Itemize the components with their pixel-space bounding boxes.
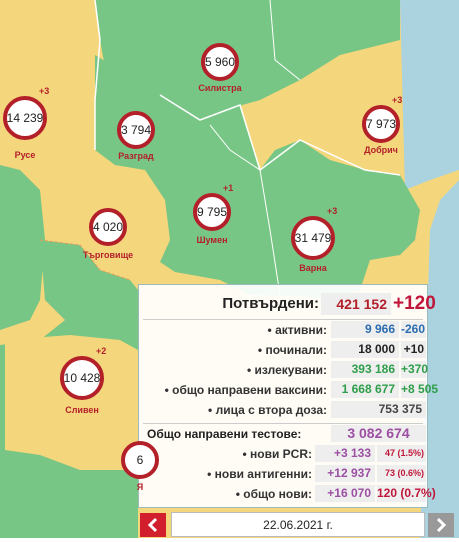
stat-change: +370: [401, 361, 429, 378]
marker: 7 973: [362, 105, 400, 143]
marker-label: Шумен: [196, 235, 228, 245]
marker: 9 795: [193, 193, 231, 231]
stats-panel: Потвърдени: 421 152 +120 • активни: 9 966…: [138, 284, 439, 508]
marker-label: Я: [136, 482, 144, 492]
test-row: • общо нови: +16 070 120 (0.7%): [139, 485, 436, 503]
marker: 5 960: [201, 43, 239, 81]
marker: 14 239: [3, 96, 47, 140]
stat-change: +10: [401, 341, 426, 358]
test-share: 47 (1.5%): [377, 445, 426, 462]
marker-label: Русе: [14, 150, 36, 160]
next-icon: [436, 517, 447, 533]
test-value: +3 133: [315, 445, 375, 462]
marker-label: Търговище: [82, 250, 134, 260]
test-label: • нови антигенни:: [207, 467, 312, 481]
test-value: +12 937: [315, 465, 375, 482]
stat-value: 18 000: [331, 341, 399, 358]
marker: 4 020: [89, 208, 127, 246]
confirmed-value: 421 152: [321, 293, 391, 315]
next-button[interactable]: [428, 513, 454, 537]
marker-label: Сливен: [65, 405, 99, 415]
marker-label: Разград: [118, 151, 154, 161]
marker: 31 479: [291, 216, 335, 260]
tests-label: Общо направени тестове:: [147, 427, 302, 441]
stat-row: • лица с втора доза: 753 375: [139, 401, 427, 419]
stat-value: 9 966: [331, 321, 399, 338]
tests-row: Общо направени тестове: 3 082 674: [139, 425, 427, 443]
test-value: +16 070: [315, 485, 375, 502]
confirmed-change: +120: [393, 293, 436, 314]
marker-change: +3: [39, 86, 50, 96]
test-share: 120 (0.7%): [377, 485, 436, 502]
marker-change: +1: [223, 183, 234, 193]
date-field[interactable]: 22.06.2021 г.: [171, 512, 425, 537]
test-label: • нови PCR:: [242, 447, 312, 461]
stat-label: • лица с втора доза:: [208, 403, 327, 417]
stat-label: • общо направени ваксини:: [164, 383, 327, 397]
stat-label: • активни:: [267, 323, 327, 337]
marker-change: +3: [392, 95, 403, 105]
marker-change: +2: [96, 346, 107, 356]
stat-value: 753 375: [331, 401, 426, 418]
prev-button[interactable]: [140, 513, 166, 537]
prev-icon: [147, 517, 158, 533]
stat-value: 1 668 677: [331, 381, 399, 398]
separator: [143, 319, 423, 320]
stat-row: • активни: 9 966 -260: [139, 321, 427, 339]
marker-label: Силистра: [198, 83, 242, 93]
tests-value: 3 082 674: [331, 425, 426, 442]
test-row: • нови PCR: +3 133 47 (1.5%): [139, 445, 427, 463]
marker: 10 428: [60, 356, 104, 400]
test-share: 73 (0.6%): [377, 465, 426, 482]
marker-label: Варна: [299, 263, 327, 273]
marker: 6: [121, 441, 159, 479]
separator: [143, 423, 423, 424]
stat-label: • починали:: [257, 343, 327, 357]
confirmed-label: Потвърдени:: [222, 295, 319, 312]
confirmed-row: Потвърдени: 421 152 +120: [139, 293, 436, 315]
stat-change: -260: [401, 321, 426, 338]
test-label: • общо нови:: [235, 487, 312, 501]
stat-row: • починали: 18 000 +10: [139, 341, 427, 359]
marker: 3 794: [117, 111, 155, 149]
stat-row: • общо направени ваксини: 1 668 677 +8 505: [139, 381, 439, 399]
marker-change: +3: [327, 206, 338, 216]
marker-label: Добрич: [364, 145, 398, 155]
stat-row: • излекувани: 393 186 +370: [139, 361, 429, 379]
stat-value: 393 186: [331, 361, 399, 378]
stat-label: • излекувани:: [246, 363, 327, 377]
test-row: • нови антигенни: +12 937 73 (0.6%): [139, 465, 427, 483]
stat-change: +8 505: [401, 381, 439, 398]
